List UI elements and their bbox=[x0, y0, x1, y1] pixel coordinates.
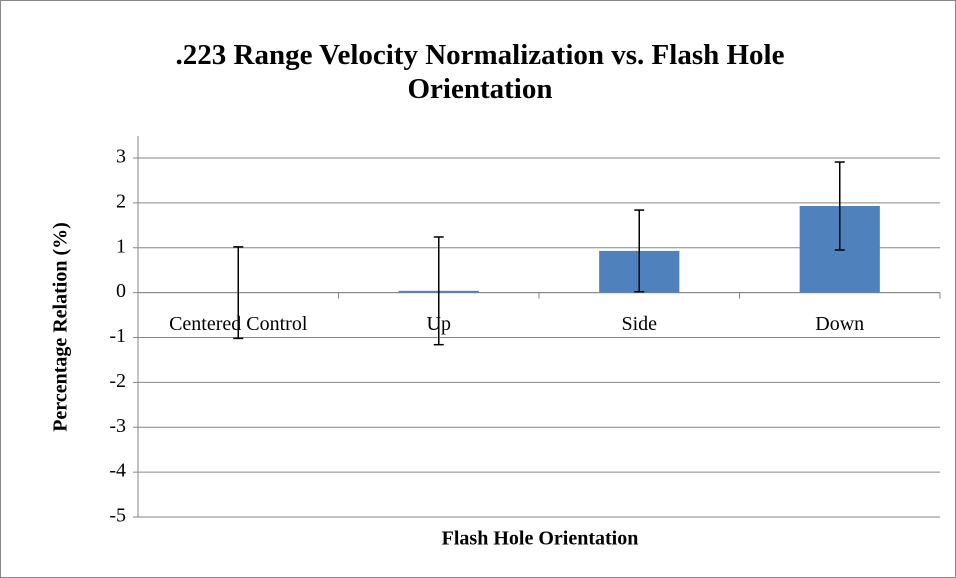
y-tick-label: 2 bbox=[116, 190, 126, 212]
error-bar bbox=[433, 236, 444, 346]
y-tick-label: -4 bbox=[109, 460, 126, 482]
y-tick-label: -1 bbox=[109, 325, 126, 347]
x-axis-label: Flash Hole Orientation bbox=[442, 528, 639, 550]
y-axis-label: Percentage Relation (%) bbox=[50, 222, 72, 432]
y-tick-label: -2 bbox=[109, 370, 126, 392]
y-tick-label: -3 bbox=[109, 415, 126, 437]
error-bar bbox=[834, 161, 845, 251]
error-bar bbox=[233, 246, 244, 340]
x-tick-label: Down bbox=[815, 313, 864, 335]
y-tick-label: 0 bbox=[116, 280, 126, 302]
y-tick-label: -5 bbox=[109, 505, 126, 527]
chart-title: .223 Range Velocity Normalization vs. Fl… bbox=[175, 39, 785, 105]
y-tick-label: 3 bbox=[116, 146, 126, 168]
y-tick-label: 1 bbox=[116, 235, 126, 257]
error-bar bbox=[634, 209, 645, 293]
x-tick-label: Side bbox=[621, 313, 657, 335]
